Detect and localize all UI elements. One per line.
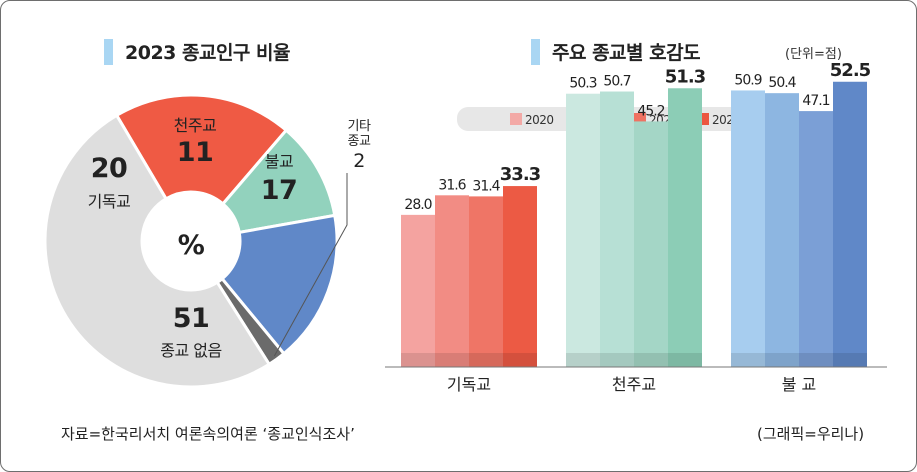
unit-label: (단위=점) <box>785 47 842 62</box>
bar <box>469 196 503 367</box>
bar <box>566 93 600 367</box>
bar-value-label: 47.1 <box>802 93 829 109</box>
bar-value-label: 28.0 <box>404 197 431 213</box>
pie-value-label: 20 <box>91 153 128 184</box>
title-accent-bar <box>531 38 540 65</box>
source-note: 자료=한국리서치 여론속의여론 ‘종교인식조사’ <box>61 425 355 443</box>
pie-value-label: 51 <box>173 303 210 334</box>
pie-slice-5 <box>43 113 272 389</box>
bar-title: 주요 종교별 호감도 <box>531 38 701 65</box>
pie-title: 2023 종교인구 비율 <box>104 38 291 65</box>
category-label: 불 교 <box>782 375 817 394</box>
category-label: 천주교 <box>612 375 656 394</box>
bar <box>503 186 537 367</box>
bar-base-band <box>731 353 867 367</box>
title-accent-bar <box>104 38 113 65</box>
pie-value-label: 2 <box>353 150 365 172</box>
pie-title-text: 2023 종교인구 비율 <box>125 42 291 64</box>
bar <box>600 91 634 367</box>
pie-center-label: % <box>178 230 205 261</box>
pie-slice-label: 종교 <box>348 134 371 149</box>
pie-value-label: 17 <box>261 175 298 206</box>
pie-slice-label: 종교 없음 <box>160 341 221 360</box>
bar <box>799 111 833 367</box>
bar-value-label: 51.3 <box>665 66 706 87</box>
bar-value-label: 45.2 <box>637 103 664 119</box>
bar-value-label: 33.3 <box>500 164 541 185</box>
pie-slice-label: 기독교 <box>88 192 131 211</box>
bar-base-band <box>401 353 537 367</box>
bar-value-label: 31.6 <box>438 177 466 193</box>
bar <box>668 88 702 368</box>
legend-label: 2020 <box>525 113 554 127</box>
pie-value-label: 11 <box>177 137 214 168</box>
bar-base-band <box>566 353 702 367</box>
bar <box>401 214 435 367</box>
bar <box>833 81 867 367</box>
bar-value-label: 52.5 <box>830 60 871 81</box>
bar-title-text: 주요 종교별 호감도 <box>552 42 701 64</box>
bar-value-label: 50.3 <box>569 76 596 92</box>
pie-slice-label: 천주교 <box>174 116 217 135</box>
category-label: 기독교 <box>447 375 491 394</box>
bar-value-label: 50.9 <box>734 72 761 88</box>
pie-slice-label: 불교 <box>265 152 293 171</box>
bar <box>634 121 668 367</box>
bar-value-label: 31.4 <box>472 178 500 194</box>
bar <box>731 90 765 368</box>
bar <box>765 93 799 367</box>
graphic-credit: (그래픽=우리나) <box>757 425 865 443</box>
legend-swatch <box>510 113 522 125</box>
pie-slice-label: 기타 <box>348 119 371 134</box>
bar-value-label: 50.7 <box>603 74 630 90</box>
pie-slice-1 <box>114 93 289 206</box>
bar-value-label: 50.4 <box>768 75 796 91</box>
pie-slice-3 <box>220 213 339 356</box>
bar <box>435 195 469 367</box>
callout-line <box>273 173 348 357</box>
